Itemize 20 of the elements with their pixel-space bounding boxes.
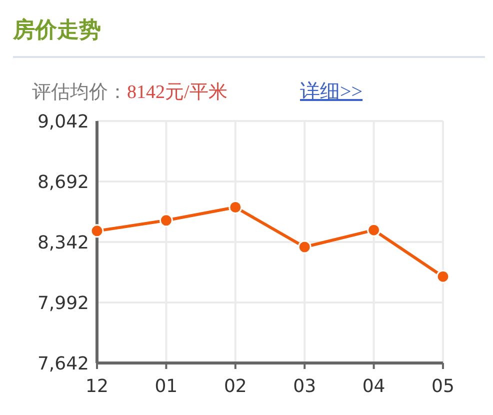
point bbox=[298, 240, 312, 254]
point bbox=[436, 270, 450, 284]
x-tick-label: 04 bbox=[362, 376, 386, 397]
x-tick-label: 12 bbox=[86, 376, 108, 397]
y-tick-label: 8,692 bbox=[37, 172, 89, 193]
x-tick-label: 02 bbox=[224, 376, 247, 397]
point bbox=[228, 200, 242, 214]
point bbox=[367, 223, 381, 237]
x-tick-label: 01 bbox=[154, 376, 178, 397]
point bbox=[159, 214, 173, 228]
y-tick-label: 8,342 bbox=[37, 232, 89, 254]
x-tick-label: 03 bbox=[293, 376, 316, 397]
text: 详细>> bbox=[300, 80, 363, 105]
chart-title: 房价走势 bbox=[13, 17, 101, 45]
x-tick-label: 05 bbox=[432, 376, 454, 397]
y-tick-label: 9,042 bbox=[37, 111, 89, 132]
y-tick-label: 7,992 bbox=[37, 292, 89, 314]
point bbox=[90, 224, 104, 238]
y-tick-label: 7,642 bbox=[37, 353, 89, 374]
chart-subtitle: 评估均价：8142元/平米 bbox=[32, 82, 228, 103]
